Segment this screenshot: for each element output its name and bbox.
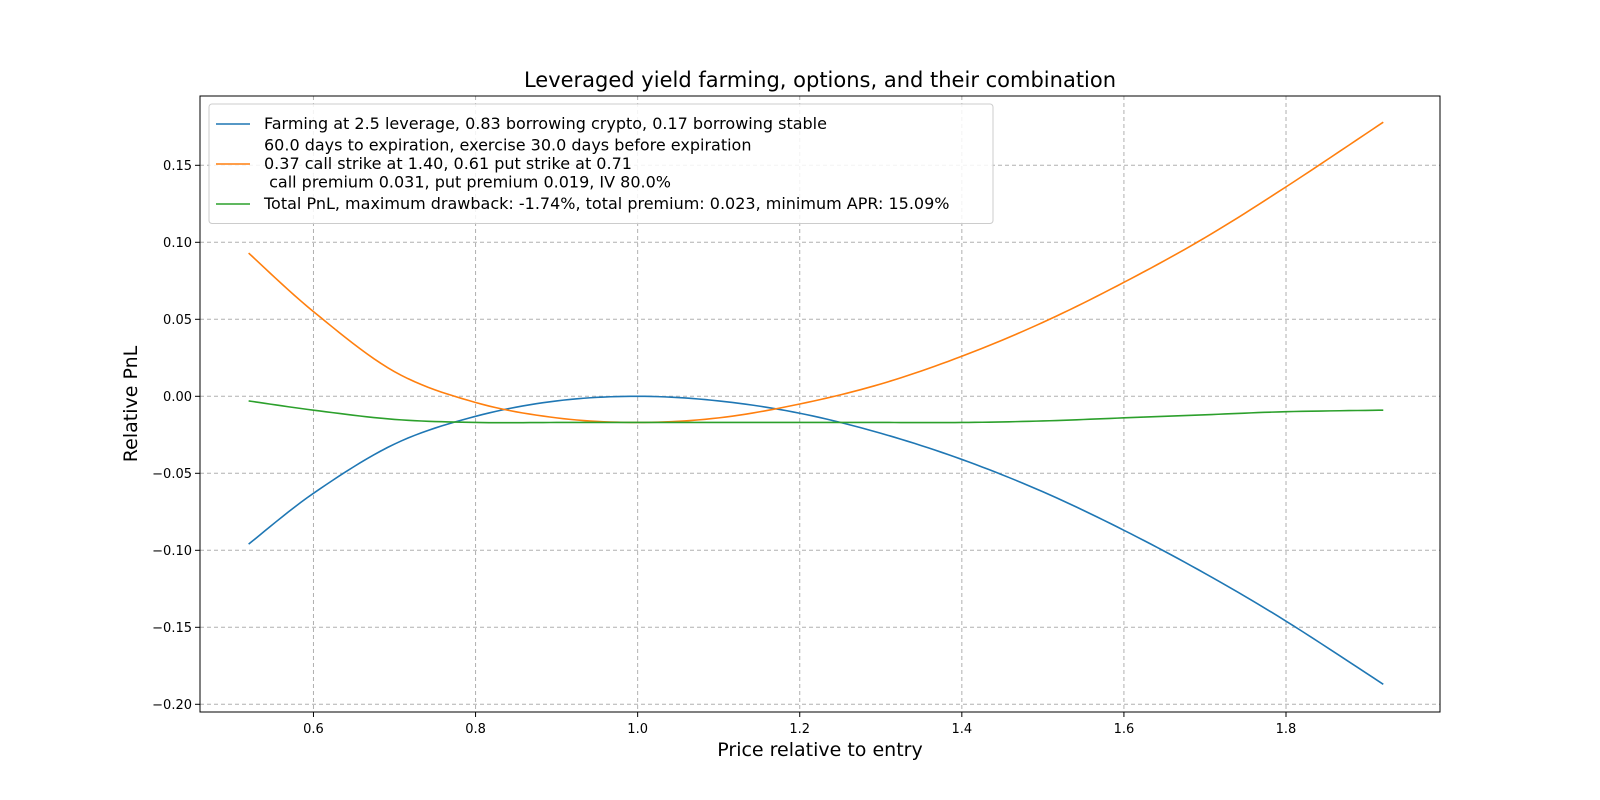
chart-title: Leveraged yield farming, options, and th…: [524, 68, 1116, 92]
grid: [200, 96, 1440, 712]
x-axis-title: Price relative to entry: [717, 739, 922, 761]
y-tick-label: −0.20: [152, 698, 192, 713]
plot-frame: [199, 95, 1441, 713]
legend-label: call premium 0.031, put premium 0.019, I…: [264, 173, 671, 192]
y-tick-label: −0.15: [152, 621, 192, 636]
legend-box: [208, 103, 994, 224]
legend-label: Total PnL, maximum drawback: -1.74%, tot…: [263, 194, 949, 213]
legend-label: Farming at 2.5 leverage, 0.83 borrowing …: [264, 114, 827, 133]
x-tick-label: 1.0: [627, 722, 648, 737]
legend-label: 0.37 call strike at 1.40, 0.61 put strik…: [264, 154, 632, 173]
y-tick-label: 0.00: [163, 390, 192, 405]
y-tick-label: 0.10: [163, 236, 192, 251]
x-tick-label: 1.2: [789, 722, 810, 737]
x-tick-label: 0.6: [303, 722, 324, 737]
y-tick-label: 0.15: [163, 159, 192, 174]
y-axis-title: Relative PnL: [120, 345, 142, 462]
series-layer: [248, 121, 1384, 685]
y-tick-label: −0.05: [152, 467, 192, 482]
legend: Farming at 2.5 leverage, 0.83 borrowing …: [208, 103, 994, 224]
legend-label: 60.0 days to expiration, exercise 30.0 d…: [264, 136, 751, 155]
series-line-2: [248, 121, 1384, 424]
x-tick-label: 1.4: [951, 722, 972, 737]
x-tick-label: 1.6: [1114, 722, 1135, 737]
y-tick-label: 0.05: [163, 313, 192, 328]
x-tick-label: 1.8: [1276, 722, 1297, 737]
y-tick-label: −0.10: [152, 544, 192, 559]
series-line-3: [248, 400, 1384, 424]
series-line-1: [248, 395, 1384, 685]
ticks: 0.6 0.8 1.0 1.2 1.4 1.6 1.8 −0.20 −0.15 −0.10 −0.0…: [152, 159, 1296, 737]
x-tick-label: 0.8: [465, 722, 486, 737]
